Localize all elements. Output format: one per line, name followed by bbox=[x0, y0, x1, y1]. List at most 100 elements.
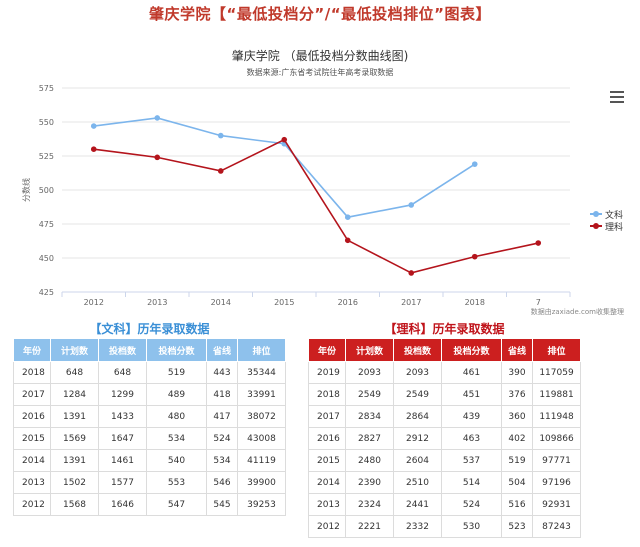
li-table-row: 2012 2221 2332 530 523 87243 bbox=[308, 515, 581, 538]
wen-table-cell: 2014 bbox=[13, 449, 51, 472]
y-tick-label: 475 bbox=[39, 220, 54, 229]
li-table-caption: 【理科】历年录取数据 bbox=[384, 322, 505, 336]
li-table-cell: 439 bbox=[441, 405, 502, 428]
series-0-point bbox=[217, 132, 224, 139]
li-table-cell: 109866 bbox=[532, 427, 581, 450]
wen-table-cell: 540 bbox=[146, 449, 207, 472]
legend-item-wen[interactable]: 文科 bbox=[590, 208, 624, 221]
y-tick-label: 500 bbox=[39, 186, 54, 195]
li-table-row: 2016 2827 2912 463 402 109866 bbox=[308, 427, 581, 450]
wen-table-cell: 1568 bbox=[50, 493, 99, 516]
wen-table-row: 2014 1391 1461 540 534 41119 bbox=[13, 449, 286, 472]
li-table-cell: 2827 bbox=[345, 427, 394, 450]
li-table-cell: 2015 bbox=[308, 449, 346, 472]
li-table-cell: 402 bbox=[501, 427, 533, 450]
wen-table-cell: 545 bbox=[206, 493, 238, 516]
li-table: 年份 计划数 投档数 投档分数 省线 排位 2019 2093 2093 461 390 11705… bbox=[308, 338, 581, 538]
li-table-cell: 2324 bbox=[345, 493, 394, 516]
li-table-cell: 2017 bbox=[308, 405, 346, 428]
wen-table-cell: 480 bbox=[146, 405, 207, 428]
li-header-cell: 计划数 bbox=[345, 338, 394, 362]
wen-table-cell: 1502 bbox=[50, 471, 99, 494]
credit-link[interactable]: 数据由zaxiade.com收集整理 bbox=[530, 308, 624, 316]
li-table-cell: 537 bbox=[441, 449, 502, 472]
legend-label-wen: 文科 bbox=[605, 210, 624, 221]
wen-table-cell: 519 bbox=[146, 361, 207, 384]
wen-table-cell: 648 bbox=[98, 361, 147, 384]
wen-table-cell: 41119 bbox=[237, 449, 286, 472]
chart-title: 肇庆学院 （最低投档分数曲线图) bbox=[232, 48, 409, 63]
wen-table-cell: 39253 bbox=[237, 493, 286, 516]
wen-table-cell: 1577 bbox=[98, 471, 147, 494]
wen-table-cell: 1433 bbox=[98, 405, 147, 428]
legend-marker-wen bbox=[590, 210, 602, 218]
chart-subtitle: 数据来源:广东省考试院往年高考录取数据 bbox=[247, 67, 394, 77]
li-table-cell: 514 bbox=[441, 471, 502, 494]
wen-table-cell: 1646 bbox=[98, 493, 147, 516]
li-table-row: 2019 2093 2093 461 390 117059 bbox=[308, 361, 581, 384]
li-table-cell: 360 bbox=[501, 405, 533, 428]
li-table-cell: 92931 bbox=[532, 493, 581, 516]
li-table-cell: 2012 bbox=[308, 515, 346, 538]
wen-table-cell: 546 bbox=[206, 471, 238, 494]
li-table-cell: 2016 bbox=[308, 427, 346, 450]
legend-item-li[interactable]: 理科 bbox=[590, 220, 624, 233]
line-chart: 肇庆学院 （最低投档分数曲线图) 数据来源:广东省考试院往年高考录取数据 425 45… bbox=[0, 38, 640, 320]
wen-table-cell: 553 bbox=[146, 471, 207, 494]
chart-legend: 文科 理科 bbox=[590, 208, 624, 233]
li-table-row: 2014 2390 2510 514 504 97196 bbox=[308, 471, 581, 494]
wen-table-cell: 1569 bbox=[50, 427, 99, 450]
wen-table-cell: 648 bbox=[50, 361, 99, 384]
x-tick-label: 2014 bbox=[211, 298, 231, 307]
wen-table: 年份 计划数 投档数 投档分数 省线 排位 2018 648 648 519 443 35344 20… bbox=[13, 338, 286, 516]
series-1-point bbox=[217, 168, 224, 174]
wen-header-cell: 年份 bbox=[13, 338, 51, 362]
legend-label-li: 理科 bbox=[605, 222, 624, 233]
li-table-row: 2013 2324 2441 524 516 92931 bbox=[308, 493, 581, 516]
page-title: 肇庆学院【“最低投档分”/“最低投档排位”图表】 bbox=[149, 5, 491, 23]
wen-table-cell: 1391 bbox=[50, 405, 99, 428]
wen-table-cell: 38072 bbox=[237, 405, 286, 428]
wen-table-cell: 547 bbox=[146, 493, 207, 516]
wen-header-cell: 排位 bbox=[237, 338, 286, 362]
li-table-cell: 530 bbox=[441, 515, 502, 538]
wen-table-cell: 1299 bbox=[98, 383, 147, 406]
wen-table-block: 【文科】历年录取数据 年份 计划数 投档数 投档分数 省线 排位 2018 648 648 51… bbox=[13, 320, 286, 516]
wen-table-cell: 39900 bbox=[237, 471, 286, 494]
li-table-cell: 2332 bbox=[393, 515, 442, 538]
wen-header-cell: 投档分数 bbox=[146, 338, 207, 362]
li-table-cell: 2221 bbox=[345, 515, 394, 538]
wen-table-cell: 2015 bbox=[13, 427, 51, 450]
menu-icon[interactable] bbox=[610, 91, 624, 103]
wen-table-cell: 2012 bbox=[13, 493, 51, 516]
li-header-cell: 排位 bbox=[532, 338, 581, 362]
li-table-cell: 117059 bbox=[532, 361, 581, 384]
wen-table-row: 2017 1284 1299 489 418 33991 bbox=[13, 383, 286, 406]
wen-table-cell: 524 bbox=[206, 427, 238, 450]
li-table-cell: 2441 bbox=[393, 493, 442, 516]
li-table-cell: 2912 bbox=[393, 427, 442, 450]
y-tick-label: 425 bbox=[39, 288, 54, 297]
li-table-row: 2018 2549 2549 451 376 119881 bbox=[308, 383, 581, 406]
wen-table-row: 2016 1391 1433 480 417 38072 bbox=[13, 405, 286, 428]
li-table-cell: 519 bbox=[501, 449, 533, 472]
wen-table-cell: 489 bbox=[146, 383, 207, 406]
li-table-cell: 2018 bbox=[308, 383, 346, 406]
wen-table-cell: 2017 bbox=[13, 383, 51, 406]
li-table-cell: 2549 bbox=[345, 383, 394, 406]
wen-table-cell: 2018 bbox=[13, 361, 51, 384]
li-table-cell: 2390 bbox=[345, 471, 394, 494]
series-1-point bbox=[408, 270, 415, 276]
li-table-cell: 119881 bbox=[532, 383, 581, 406]
li-table-row: 2015 2480 2604 537 519 97771 bbox=[308, 449, 581, 472]
wen-table-cell: 534 bbox=[206, 449, 238, 472]
li-table-cell: 524 bbox=[441, 493, 502, 516]
li-table-cell: 97771 bbox=[532, 449, 581, 472]
series-1-point bbox=[344, 237, 351, 244]
series-0-point bbox=[471, 161, 478, 167]
li-table-cell: 2864 bbox=[393, 405, 442, 428]
wen-table-cell: 534 bbox=[146, 427, 207, 450]
wen-table-cell: 33991 bbox=[237, 383, 286, 406]
x-tick-label: 2012 bbox=[84, 298, 104, 307]
y-tick-label: 550 bbox=[39, 118, 54, 127]
